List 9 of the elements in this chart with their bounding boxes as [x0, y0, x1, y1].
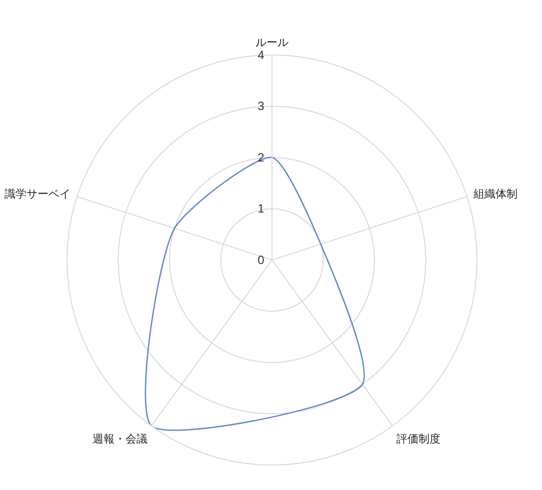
spoke-label: ルール	[256, 37, 288, 50]
spoke-label: 評価制度	[396, 432, 440, 446]
y-tick-label: 4	[258, 48, 265, 62]
y-tick-label: 3	[258, 99, 265, 114]
spoke-label: 識学サーベイ	[4, 188, 71, 201]
spoke-label: 組織体制	[472, 188, 518, 201]
y-tick-label: 0	[258, 252, 265, 267]
spoke-label: 週報・会議	[92, 432, 148, 446]
y-tick-label: 1	[258, 202, 265, 216]
